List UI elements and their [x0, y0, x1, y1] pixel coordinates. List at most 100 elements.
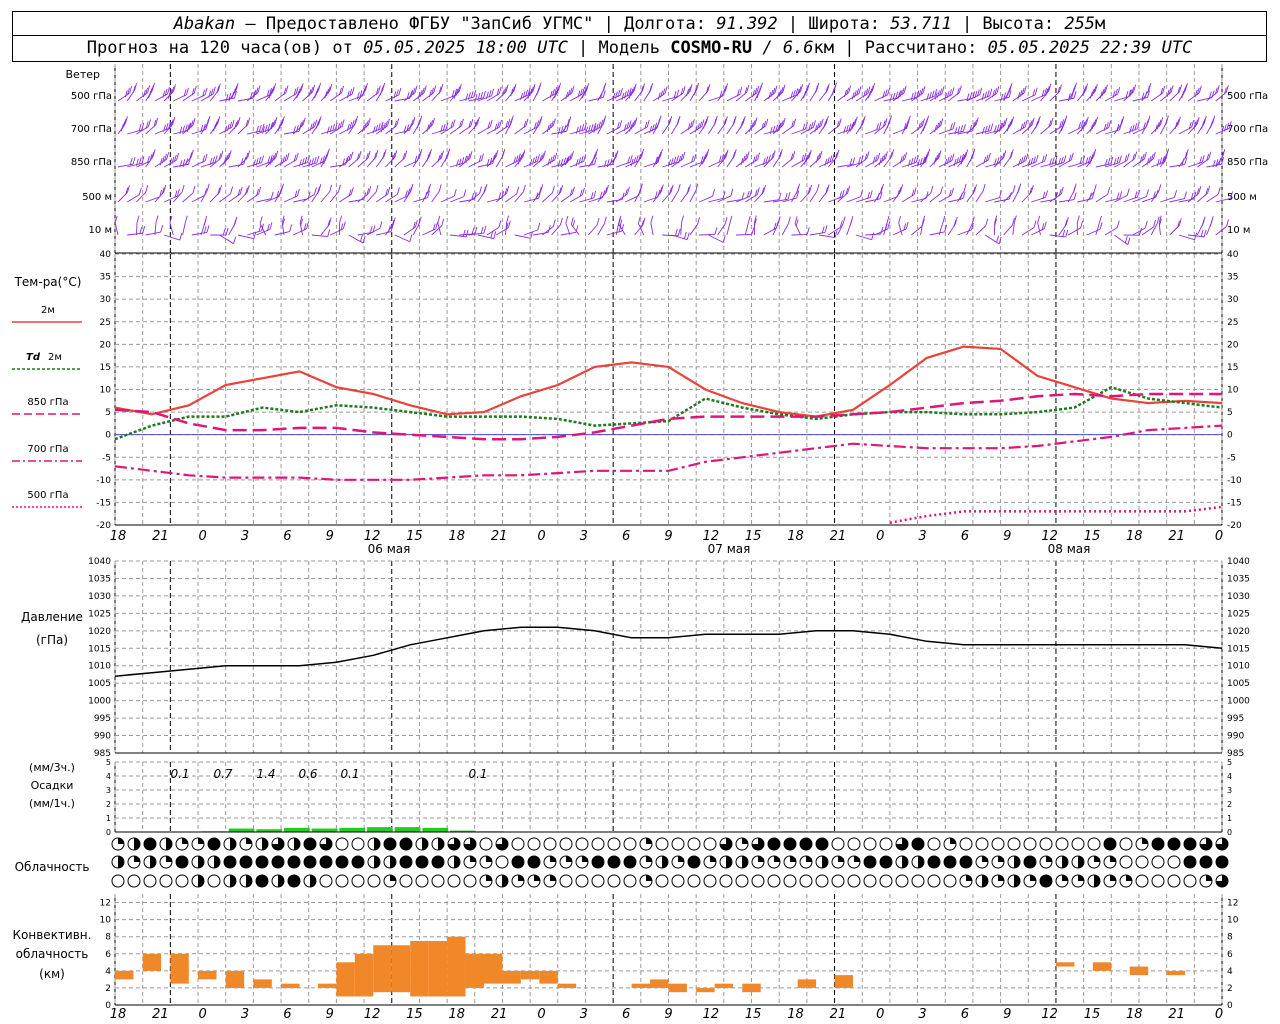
wind-barb-flag [742, 115, 746, 124]
wind-barb-flag [213, 124, 216, 132]
wind-barb-flag [626, 89, 630, 97]
wind-barb-flag [974, 184, 977, 192]
wind-barb-flag [342, 221, 346, 229]
cloud-cover-icon [1135, 855, 1149, 869]
wind-barb-flag [547, 158, 551, 166]
wind-barb-flag [427, 190, 431, 198]
wind-barb [551, 224, 561, 236]
wind-barb-flag [318, 116, 322, 124]
wind-barb-flag [593, 151, 597, 159]
wind-barb-flag [718, 155, 722, 163]
wind-barb-flag [427, 186, 430, 194]
wind-barb-flag [970, 154, 973, 162]
temp-legend-label: 850 гПа [27, 397, 68, 408]
wind-barb-flag [1118, 155, 1122, 163]
cloud-cover-icon [671, 837, 685, 851]
x-hour-label: 18 [448, 529, 465, 544]
wind-barb-flag [705, 86, 709, 94]
wind-barb-flag [590, 192, 594, 200]
wind-barb-flag [151, 151, 155, 160]
temp-tick-left: -20 [96, 521, 111, 531]
precip-amount-label: 0.7 [213, 767, 232, 781]
wind-barb-flag [650, 82, 654, 91]
cloud-cover-fill [678, 856, 684, 862]
conv-tick-left: 6 [105, 950, 111, 960]
wind-barb-flag [273, 153, 277, 161]
wind-barb-flag [318, 183, 322, 192]
wind-barb-flag [179, 126, 183, 135]
wind-barb-flag [306, 221, 309, 229]
cloud-cover-icon [367, 874, 381, 888]
x-hour-label: 18 [110, 529, 127, 544]
cloud-cover-fill [390, 856, 396, 868]
cloud-cover-icon [575, 874, 589, 888]
wind-barb-flag [1221, 125, 1225, 134]
x-hour-label: 9 [664, 529, 672, 544]
wind-barb-flag [245, 187, 248, 195]
wind-barb-flag [499, 119, 502, 128]
wind-barb-flag [1024, 119, 1028, 128]
wind-barb-flag [1194, 119, 1198, 127]
wind-barb-flag [394, 150, 398, 158]
wind-barb-flag [1027, 159, 1031, 167]
wind-barb-flag [910, 158, 914, 166]
wind-barb-flag [1006, 124, 1010, 132]
wind-barb-flag [267, 123, 271, 131]
wind-barb-flag [917, 159, 920, 167]
wind-barb-flag [765, 156, 769, 164]
wind-barb-flag [829, 155, 833, 163]
x-hour-label: 18 [1126, 529, 1143, 544]
wind-barb-flag [1070, 152, 1074, 160]
header-forecast-bar: Прогноз на 120 часа(ов) от 05.05.2025 18… [12, 36, 1267, 62]
wind-barb-flag [714, 227, 718, 235]
wind-barb-flag [1045, 190, 1048, 198]
wind-barb-flag [649, 125, 653, 134]
wind-barb-flag [455, 159, 459, 167]
wind-barb [699, 233, 715, 236]
wind-barb-flag [451, 90, 455, 98]
wind-barb-flag [412, 221, 416, 230]
wind-barb-flag [210, 88, 214, 96]
cloud-cover-icon [863, 855, 877, 869]
wind-barb-flag [1079, 156, 1083, 165]
wind-barb-flag [657, 92, 661, 100]
wind-barb-flag [782, 84, 786, 92]
wind-barb-flag [505, 84, 509, 92]
wind-barb [883, 196, 898, 203]
wind-barb-flag [1021, 87, 1025, 96]
cloud-cover-icon [767, 874, 781, 888]
wind-barb-flag [270, 191, 274, 199]
wind-barb-flag [294, 190, 298, 198]
wind-barb-flag [437, 155, 441, 163]
cloud-cover-fill [950, 838, 956, 844]
wind-barb-flag [970, 222, 974, 231]
cloud-cover-icon [703, 837, 717, 851]
wind-barb-flag [209, 157, 213, 166]
wind-barb-flag [602, 90, 606, 98]
wind-barb-flag [173, 84, 176, 92]
cloud-cover-icon [1167, 874, 1181, 888]
precip-tick-right: 4 [1227, 772, 1232, 781]
wind-barb-flag [1200, 229, 1204, 238]
wind-barb-flag [522, 91, 526, 99]
x-hour-label: 0 [1215, 529, 1223, 544]
wind-barb-flag [348, 153, 352, 162]
wind-barb [1215, 198, 1231, 203]
wind-barb-flag [255, 158, 259, 166]
cloud-cover-icon [799, 874, 813, 888]
wind-barb-flag [646, 120, 650, 128]
wind-barb-flag [554, 86, 558, 95]
cloud-cover-icon [1071, 837, 1085, 851]
wind-barb-flag [794, 216, 798, 224]
wind-barb-flag [1216, 85, 1220, 93]
wind-barb [837, 223, 844, 236]
conv-cloud-bar [281, 983, 300, 988]
temp-tick-right: 0 [1227, 431, 1233, 441]
wind-barb-flag [1054, 155, 1058, 164]
wind-barb-flag [987, 152, 991, 161]
wind-barb-flag [655, 157, 659, 165]
wind-barb-flag [304, 156, 308, 164]
wind-barb-flag [632, 86, 635, 94]
wind-barb-flag [1191, 120, 1195, 128]
wind-barb-flag [153, 120, 157, 128]
